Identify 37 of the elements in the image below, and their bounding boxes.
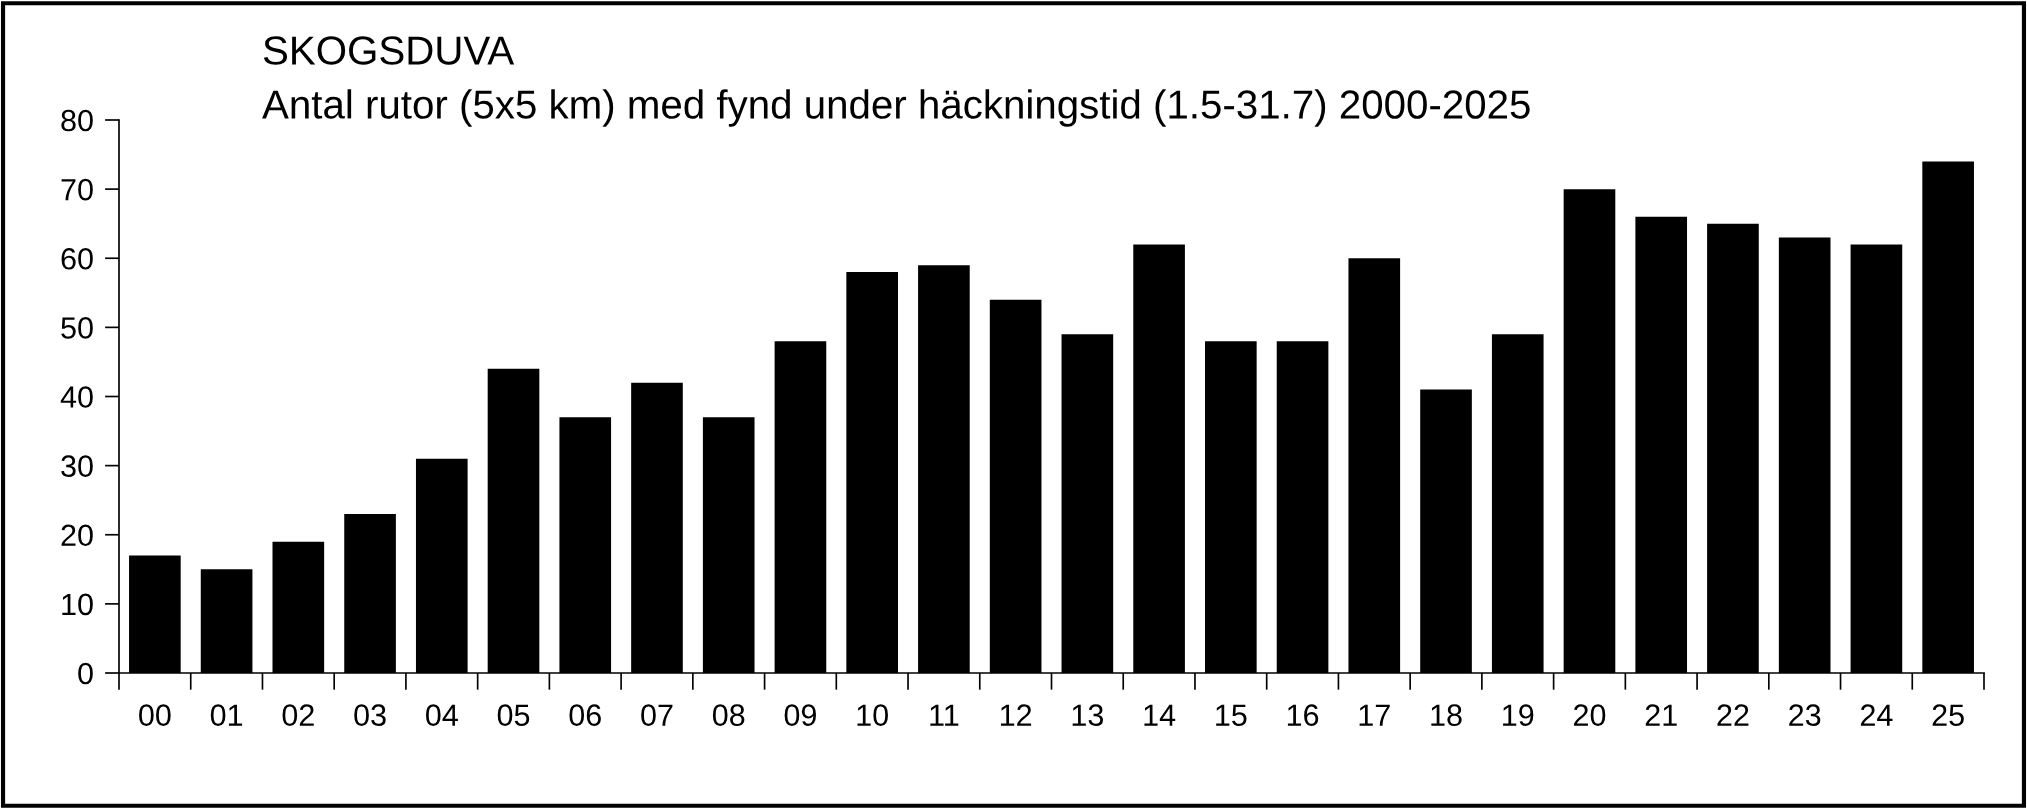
y-tick-label: 50: [61, 317, 93, 339]
x-tick-label: 08: [712, 704, 745, 726]
x-tick-label: 03: [354, 704, 386, 726]
x-tick-label: 18: [1431, 704, 1462, 726]
y-tick-label: 60: [61, 247, 93, 270]
x-tick-label: 23: [1789, 704, 1821, 726]
x-tick-label: 07: [641, 704, 673, 726]
y-tick-label: 70: [61, 178, 93, 201]
x-tick-label: 16: [1287, 704, 1319, 726]
x-tick-label: 24: [1860, 704, 1893, 726]
x-tick-label: 14: [1144, 704, 1176, 726]
x-tick-label: 05: [497, 704, 530, 726]
x-tick-label: 02: [282, 704, 314, 726]
x-tick-label: 00: [139, 704, 171, 726]
y-tick-label: 80: [61, 109, 93, 132]
x-tick-label: 22: [1717, 704, 1749, 726]
chart-subtitle: Antal rutor (5x5 km) med fynd under häckningstid (1.5-31.7) 2000-2025: [262, 89, 1530, 127]
y-tick-label: 30: [61, 455, 93, 477]
chart-title: SKOGSDUVA: [263, 36, 515, 65]
x-tick-label: 25: [1932, 704, 1964, 726]
y-tick-label: 20: [61, 524, 93, 547]
x-tick-label: 10: [857, 704, 888, 726]
y-tick-label: 10: [62, 593, 93, 616]
x-tick-label: 04: [425, 704, 458, 726]
x-tick-label: 13: [1072, 704, 1104, 726]
y-tick-label: 40: [60, 386, 93, 408]
x-tick-label: 01: [210, 704, 243, 726]
x-tick-label: 11: [930, 704, 959, 726]
x-tick-label: 19: [1503, 704, 1534, 726]
x-tick-label: 20: [1574, 704, 1606, 726]
x-tick-label: 06: [569, 704, 601, 726]
y-tick-label: 0: [78, 662, 93, 685]
x-tick-label: 15: [1216, 704, 1247, 726]
x-tick-label: 21: [1645, 704, 1677, 726]
x-tick-label: 12: [1000, 704, 1032, 726]
x-tick-label: 09: [784, 704, 816, 726]
x-tick-label: 17: [1359, 704, 1390, 726]
